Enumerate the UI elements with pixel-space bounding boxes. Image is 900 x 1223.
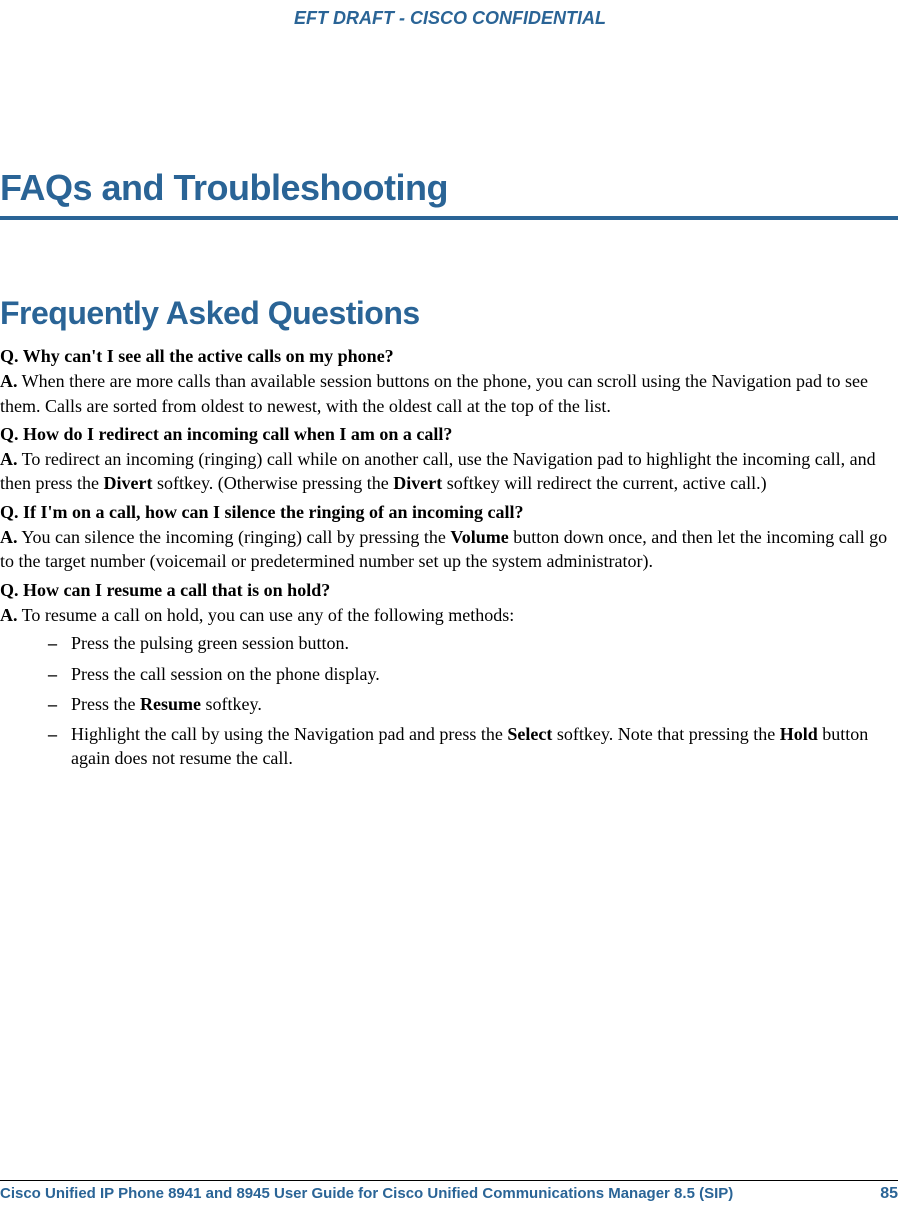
a-prefix: A. <box>0 605 18 625</box>
bullet-dash-icon: – <box>48 662 57 686</box>
list-item: – Press the pulsing green session button… <box>0 631 898 655</box>
question-3: Q. If I'm on a call, how can I silence t… <box>0 500 898 524</box>
q-text: How can I resume a call that is on hold? <box>19 580 331 600</box>
q-prefix: Q. <box>0 502 19 522</box>
bullet-list: – Press the pulsing green session button… <box>0 631 898 770</box>
footer-rule <box>0 1180 898 1181</box>
footer-page-number: 85 <box>880 1185 898 1203</box>
a-bold-volume: Volume <box>450 527 508 547</box>
content-region: Q. Why can't I see all the active calls … <box>0 340 898 777</box>
header-banner: EFT DRAFT - CISCO CONFIDENTIAL <box>0 8 900 29</box>
footer: Cisco Unified IP Phone 8941 and 8945 Use… <box>0 1185 898 1203</box>
page-title: FAQs and Troubleshooting <box>0 167 448 209</box>
bullet-bold-hold: Hold <box>780 724 818 744</box>
a-prefix: A. <box>0 449 18 469</box>
bullet-pre: Highlight the call by using the Navigati… <box>71 724 507 744</box>
title-underline <box>0 216 898 220</box>
list-item: – Press the call session on the phone di… <box>0 662 898 686</box>
bullet-mid: softkey. Note that pressing the <box>552 724 779 744</box>
a-bold-divert-2: Divert <box>393 473 442 493</box>
list-item: – Highlight the call by using the Naviga… <box>0 722 898 771</box>
list-item: – Press the Resume softkey. <box>0 692 898 716</box>
bullet-bold-resume: Resume <box>140 694 201 714</box>
q-text: How do I redirect an incoming call when … <box>19 424 453 444</box>
a-bold-divert-1: Divert <box>103 473 152 493</box>
a-prefix: A. <box>0 527 18 547</box>
bullet-dash-icon: – <box>48 631 57 655</box>
bullet-bold-select: Select <box>507 724 552 744</box>
question-1: Q. Why can't I see all the active calls … <box>0 344 898 368</box>
q-prefix: Q. <box>0 580 19 600</box>
question-4: Q. How can I resume a call that is on ho… <box>0 578 898 602</box>
q-prefix: Q. <box>0 346 19 366</box>
bullet-text: Press the call session on the phone disp… <box>71 662 898 686</box>
bullet-text: Press the Resume softkey. <box>71 692 898 716</box>
a-text: When there are more calls than available… <box>0 371 868 415</box>
answer-1: A. When there are more calls than availa… <box>0 369 898 418</box>
a-text: To resume a call on hold, you can use an… <box>18 605 515 625</box>
a-text-post: softkey will redirect the current, activ… <box>442 473 766 493</box>
bullet-post: softkey. <box>201 694 262 714</box>
bullet-text: Press the pulsing green session button. <box>71 631 898 655</box>
footer-doc-title: Cisco Unified IP Phone 8941 and 8945 Use… <box>0 1185 733 1202</box>
answer-2: A. To redirect an incoming (ringing) cal… <box>0 447 898 496</box>
a-text-pre: You can silence the incoming (ringing) c… <box>18 527 451 547</box>
q-text: Why can't I see all the active calls on … <box>19 346 394 366</box>
bullet-text: Highlight the call by using the Navigati… <box>71 722 898 771</box>
a-prefix: A. <box>0 371 18 391</box>
answer-4: A. To resume a call on hold, you can use… <box>0 603 898 627</box>
bullet-pre: Press the <box>71 694 140 714</box>
q-prefix: Q. <box>0 424 19 444</box>
section-title: Frequently Asked Questions <box>0 295 420 332</box>
a-text-mid: softkey. (Otherwise pressing the <box>152 473 393 493</box>
q-text: If I'm on a call, how can I silence the … <box>19 502 524 522</box>
bullet-dash-icon: – <box>48 722 57 771</box>
answer-3: A. You can silence the incoming (ringing… <box>0 525 898 574</box>
question-2: Q. How do I redirect an incoming call wh… <box>0 422 898 446</box>
bullet-dash-icon: – <box>48 692 57 716</box>
